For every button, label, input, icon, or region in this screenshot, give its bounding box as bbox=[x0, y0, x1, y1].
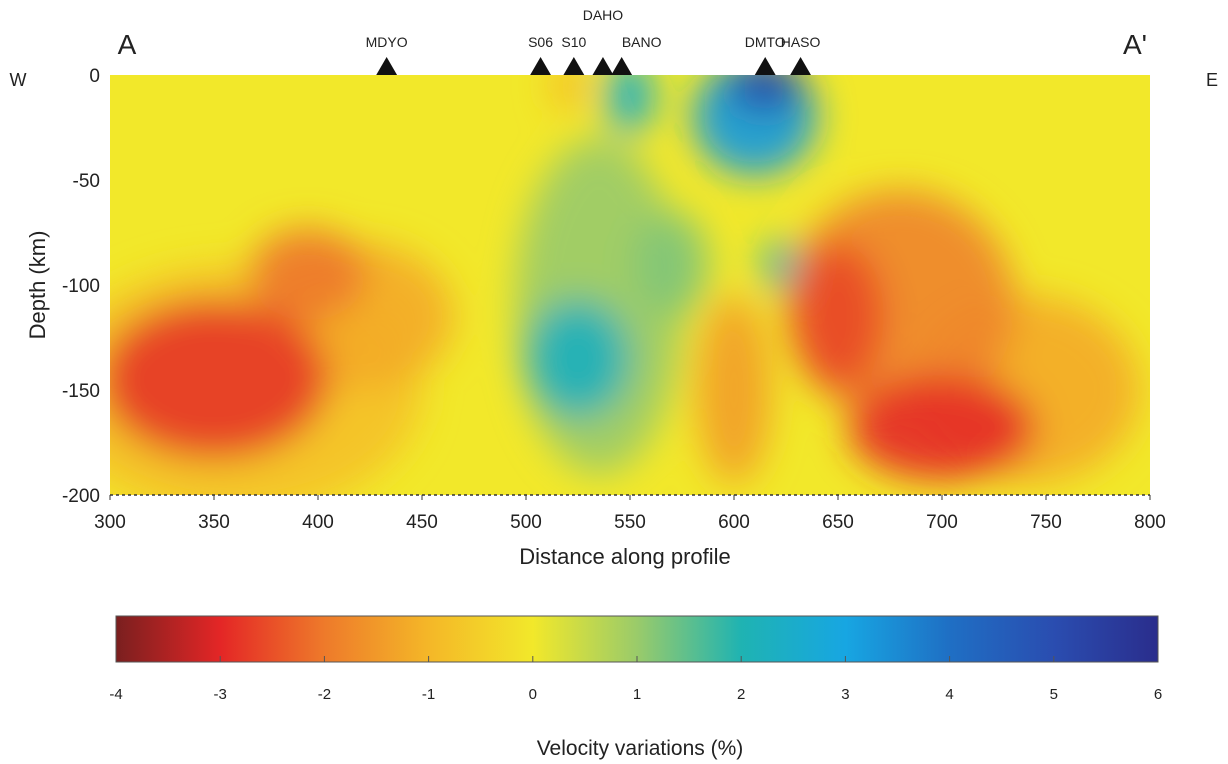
colorbar-tick-label: -1 bbox=[422, 686, 435, 703]
station-marker bbox=[610, 57, 633, 76]
station-label: DMTO bbox=[745, 34, 786, 50]
station-marker bbox=[754, 57, 777, 76]
colorbar-tick-label: 0 bbox=[529, 686, 537, 703]
x-tick-label: 800 bbox=[1134, 512, 1166, 533]
x-tick-label: 700 bbox=[926, 512, 958, 533]
y-tick-label: -100 bbox=[62, 276, 100, 297]
x-ticks: 300 350 400 450 500 550 600 650 700 750 800 bbox=[94, 495, 1166, 533]
station-marker bbox=[591, 57, 614, 76]
x-tick-label: 300 bbox=[94, 512, 126, 533]
y-tick-label: -200 bbox=[62, 486, 100, 507]
colorbar-gradient bbox=[115, 615, 1159, 663]
y-tick-label: -150 bbox=[62, 381, 100, 402]
colorbar-tick-label: 2 bbox=[737, 686, 745, 703]
station-label: BANO bbox=[622, 34, 662, 50]
colorbar: -4 -3 -2 -1 0 1 2 3 4 5 6 Velocity variations (%) bbox=[109, 615, 1162, 760]
velocity-anomaly bbox=[605, 75, 655, 134]
velocity-anomaly bbox=[249, 228, 366, 321]
colorbar-label: Velocity variations (%) bbox=[537, 737, 744, 760]
station-marker bbox=[789, 57, 812, 76]
station-label: S10 bbox=[561, 34, 586, 50]
colorbar-tick-label: -3 bbox=[214, 686, 227, 703]
station-label: HASO bbox=[781, 34, 821, 50]
colorbar-tick-label: -4 bbox=[109, 686, 122, 703]
profile-start-label: A bbox=[118, 29, 137, 60]
velocity-anomaly bbox=[848, 375, 1036, 481]
velocity-anomaly bbox=[763, 238, 797, 290]
x-tick-label: 450 bbox=[406, 512, 438, 533]
colorbar-tick-label: 3 bbox=[841, 686, 849, 703]
velocity-anomaly bbox=[110, 299, 329, 460]
x-tick-label: 350 bbox=[198, 512, 230, 533]
velocity-anomaly bbox=[696, 295, 772, 485]
station-label: DAHO bbox=[583, 7, 624, 23]
station-label: S06 bbox=[528, 34, 553, 50]
x-tick-label: 550 bbox=[614, 512, 646, 533]
y-tick-label: -50 bbox=[73, 171, 100, 192]
station-marker bbox=[375, 57, 398, 76]
y-ticks: 0 -50 -100 -150 -200 bbox=[62, 66, 100, 507]
velocity-anomaly bbox=[550, 75, 585, 111]
x-tick-label: 400 bbox=[302, 512, 334, 533]
x-tick-label: 650 bbox=[822, 512, 854, 533]
x-tick-label: 600 bbox=[718, 512, 750, 533]
east-label: E bbox=[1206, 70, 1218, 90]
west-label: W bbox=[10, 70, 27, 90]
velocity-anomaly-layer bbox=[110, 75, 1140, 495]
velocity-anomaly bbox=[792, 243, 884, 390]
y-axis-label: Depth (km) bbox=[25, 231, 50, 340]
velocity-anomaly bbox=[634, 211, 710, 317]
y-tick-label: 0 bbox=[89, 66, 100, 87]
x-tick-label: 500 bbox=[510, 512, 542, 533]
x-tick-label: 750 bbox=[1030, 512, 1062, 533]
plot-area bbox=[110, 75, 1150, 495]
station-marker bbox=[562, 57, 585, 76]
colorbar-tick-label: 1 bbox=[633, 686, 641, 703]
colorbar-tick-label: -2 bbox=[318, 686, 331, 703]
station-marker bbox=[529, 57, 552, 76]
velocity-anomaly bbox=[526, 299, 630, 418]
colorbar-tick-label: 6 bbox=[1154, 686, 1162, 703]
x-axis-label: Distance along profile bbox=[519, 544, 731, 569]
profile-end-label: A' bbox=[1123, 29, 1147, 60]
colorbar-ticks: -4 -3 -2 -1 0 1 2 3 4 5 6 bbox=[109, 656, 1162, 703]
colorbar-tick-label: 4 bbox=[945, 686, 953, 703]
colorbar-tick-label: 5 bbox=[1050, 686, 1058, 703]
velocity-anomaly bbox=[727, 75, 803, 111]
station-label: MDYO bbox=[366, 34, 408, 50]
